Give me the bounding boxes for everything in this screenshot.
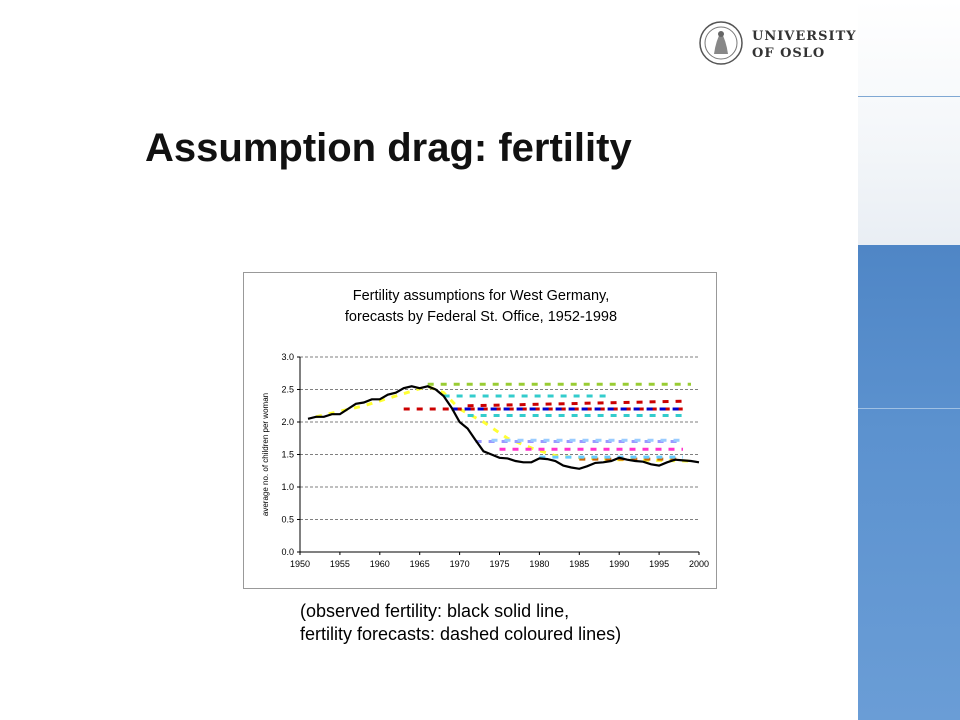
- x-tick-label: 1970: [450, 559, 470, 569]
- logo-line-2: OF OSLO: [752, 46, 826, 61]
- logo-text: UNIVERSITY OF OSLO: [752, 28, 857, 62]
- university-logo: UNIVERSITY OF OSLO: [698, 20, 856, 70]
- y-axis-label: average no. of children per woman: [261, 393, 270, 516]
- observed-fertility-line: [307, 385, 700, 470]
- decorative-side-band: [858, 0, 960, 720]
- side-band-bottom: [858, 245, 960, 720]
- y-tick-label: 1.0: [281, 482, 294, 492]
- side-band-top: [858, 0, 960, 245]
- x-tick-label: 1975: [489, 559, 509, 569]
- x-tick-label: 1990: [609, 559, 629, 569]
- x-tick-label: 2000: [689, 559, 709, 569]
- chart-title: Fertility assumptions for West Germany, …: [244, 286, 718, 328]
- slide-caption: (observed fertility: black solid line, f…: [300, 600, 621, 646]
- y-tick-label: 0.0: [281, 547, 294, 557]
- side-band-rule-bottom: [858, 408, 960, 409]
- forecast-line: [467, 399, 684, 408]
- caption-line-2: fertility forecasts: dashed coloured lin…: [300, 624, 622, 644]
- x-tick-label: 1950: [290, 559, 310, 569]
- y-tick-label: 2.0: [281, 417, 294, 427]
- x-tick-label: 1965: [410, 559, 430, 569]
- y-tick-label: 3.0: [281, 352, 294, 362]
- x-tick-label: 1960: [370, 559, 390, 569]
- x-tick-label: 1980: [529, 559, 549, 569]
- y-tick-label: 1.5: [281, 450, 294, 460]
- y-tick-label: 2.5: [281, 385, 294, 395]
- x-tick-label: 1995: [649, 559, 669, 569]
- caption-line-1: (observed fertility: black solid line,: [300, 601, 570, 621]
- forecast-line: [315, 384, 692, 463]
- x-tick-label: 1985: [569, 559, 589, 569]
- chart-title-line-2: forecasts by Federal St. Office, 1952-19…: [344, 309, 618, 325]
- chart-container: 0.0 0.5 1.0 1.5 2.0 2.5 3.0 1950 1955 1960 1965 197…: [243, 272, 717, 589]
- slide-title: Assumption drag: fertility: [145, 126, 632, 170]
- university-seal-icon: [699, 21, 743, 65]
- x-tick-label: 1955: [330, 559, 350, 569]
- logo-line-1: UNIVERSITY: [752, 29, 857, 44]
- fertility-chart: 0.0 0.5 1.0 1.5 2.0 2.5 3.0 1950 1955 1960 1965 197…: [261, 352, 709, 569]
- y-tick-label: 0.5: [281, 515, 294, 525]
- side-band-rule-top: [858, 96, 960, 97]
- chart-title-line-1: Fertility assumptions for West Germany,: [352, 288, 610, 304]
